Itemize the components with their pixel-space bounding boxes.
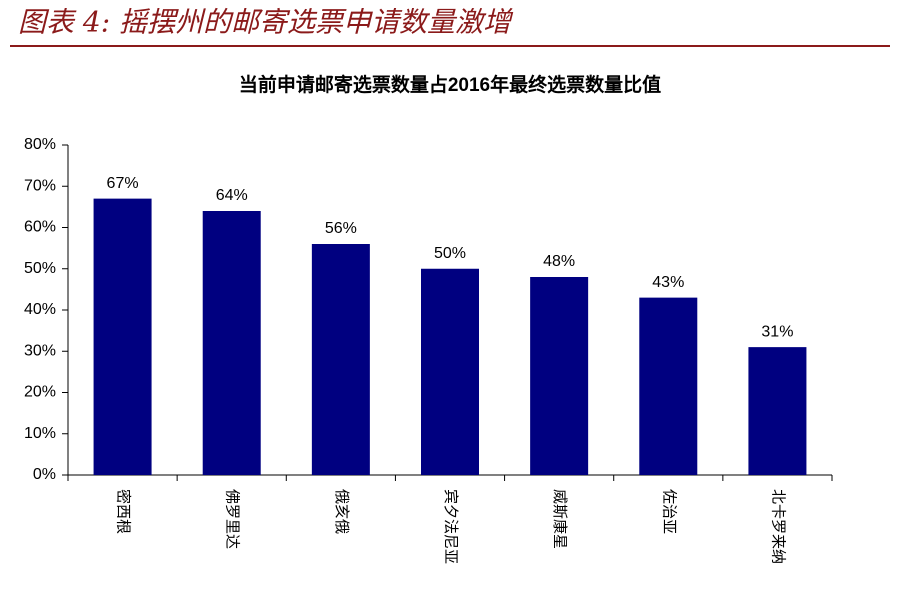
bar [311,244,370,475]
y-tick-label: 20% [24,384,56,401]
x-tick-label: 俄亥俄 [333,489,351,534]
x-tick-label: 威斯康星 [551,489,569,549]
y-tick-label: 80% [24,136,56,153]
y-tick-label: 60% [24,219,56,236]
x-tick-label: 佛罗里达 [224,489,242,549]
data-label: 43% [652,274,684,291]
y-tick-label: 50% [24,260,56,277]
chart-title: 当前申请邮寄选票数量占2016年最终选票数量比值 [239,73,661,96]
bar [530,277,589,475]
bar [202,211,261,475]
data-label: 31% [761,323,793,340]
data-label: 50% [434,245,466,262]
bar [748,347,807,475]
x-tick-label: 宾夕法尼亚 [442,489,460,564]
bar [93,198,152,475]
y-tick-label: 70% [24,177,56,194]
data-label: 56% [325,220,357,237]
data-label: 67% [107,175,139,192]
bar [421,268,479,475]
y-tick-label: 40% [24,301,56,318]
x-tick-label: 密西根 [115,489,133,534]
y-tick-label: 30% [24,342,56,359]
bar [639,297,698,475]
data-label: 48% [543,253,575,270]
data-label: 64% [216,187,248,204]
x-tick-label: 佐治亚 [660,489,678,534]
page-header: 图表 4: 摇摆州的邮寄选票申请数量激增 [18,6,514,39]
y-tick-label: 0% [33,466,56,483]
x-tick-label: 北卡罗来纳 [769,489,787,564]
y-tick-label: 10% [24,425,56,442]
